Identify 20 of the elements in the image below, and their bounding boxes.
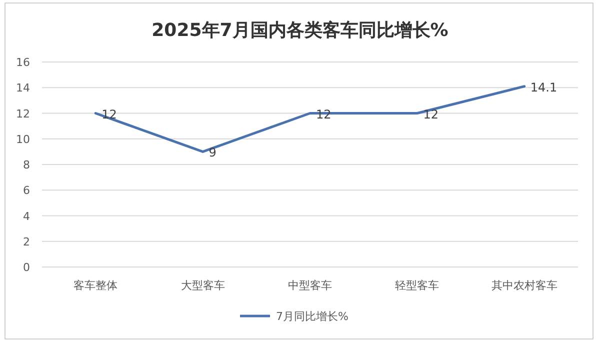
- data-label: 12: [423, 107, 438, 122]
- y-tick-label: 12: [16, 107, 30, 120]
- y-tick-label: 4: [23, 210, 30, 223]
- y-tick-label: 16: [16, 56, 30, 69]
- y-tick-label: 8: [23, 158, 30, 172]
- y-tick-label: 2: [23, 235, 30, 248]
- chart-title: 2025年7月国内各类客车同比增长%: [152, 20, 448, 41]
- x-tick-label: 中型客车: [288, 279, 332, 292]
- data-label: 9: [208, 146, 216, 160]
- y-tick-label: 10: [16, 132, 30, 146]
- data-label: 14.1: [530, 80, 558, 94]
- legend-label: 7月同比增长%: [276, 310, 348, 323]
- data-label: 12: [102, 107, 117, 122]
- y-tick-label: 14: [16, 82, 30, 95]
- x-tick-label: 其中农村客车: [491, 279, 558, 292]
- x-tick-label: 客车整体: [74, 279, 118, 292]
- x-tick-label: 大型客车: [180, 279, 225, 292]
- y-tick-label: 0: [23, 261, 30, 274]
- y-tick-label: 6: [23, 184, 30, 198]
- x-tick-label: 轻型客车: [395, 279, 440, 292]
